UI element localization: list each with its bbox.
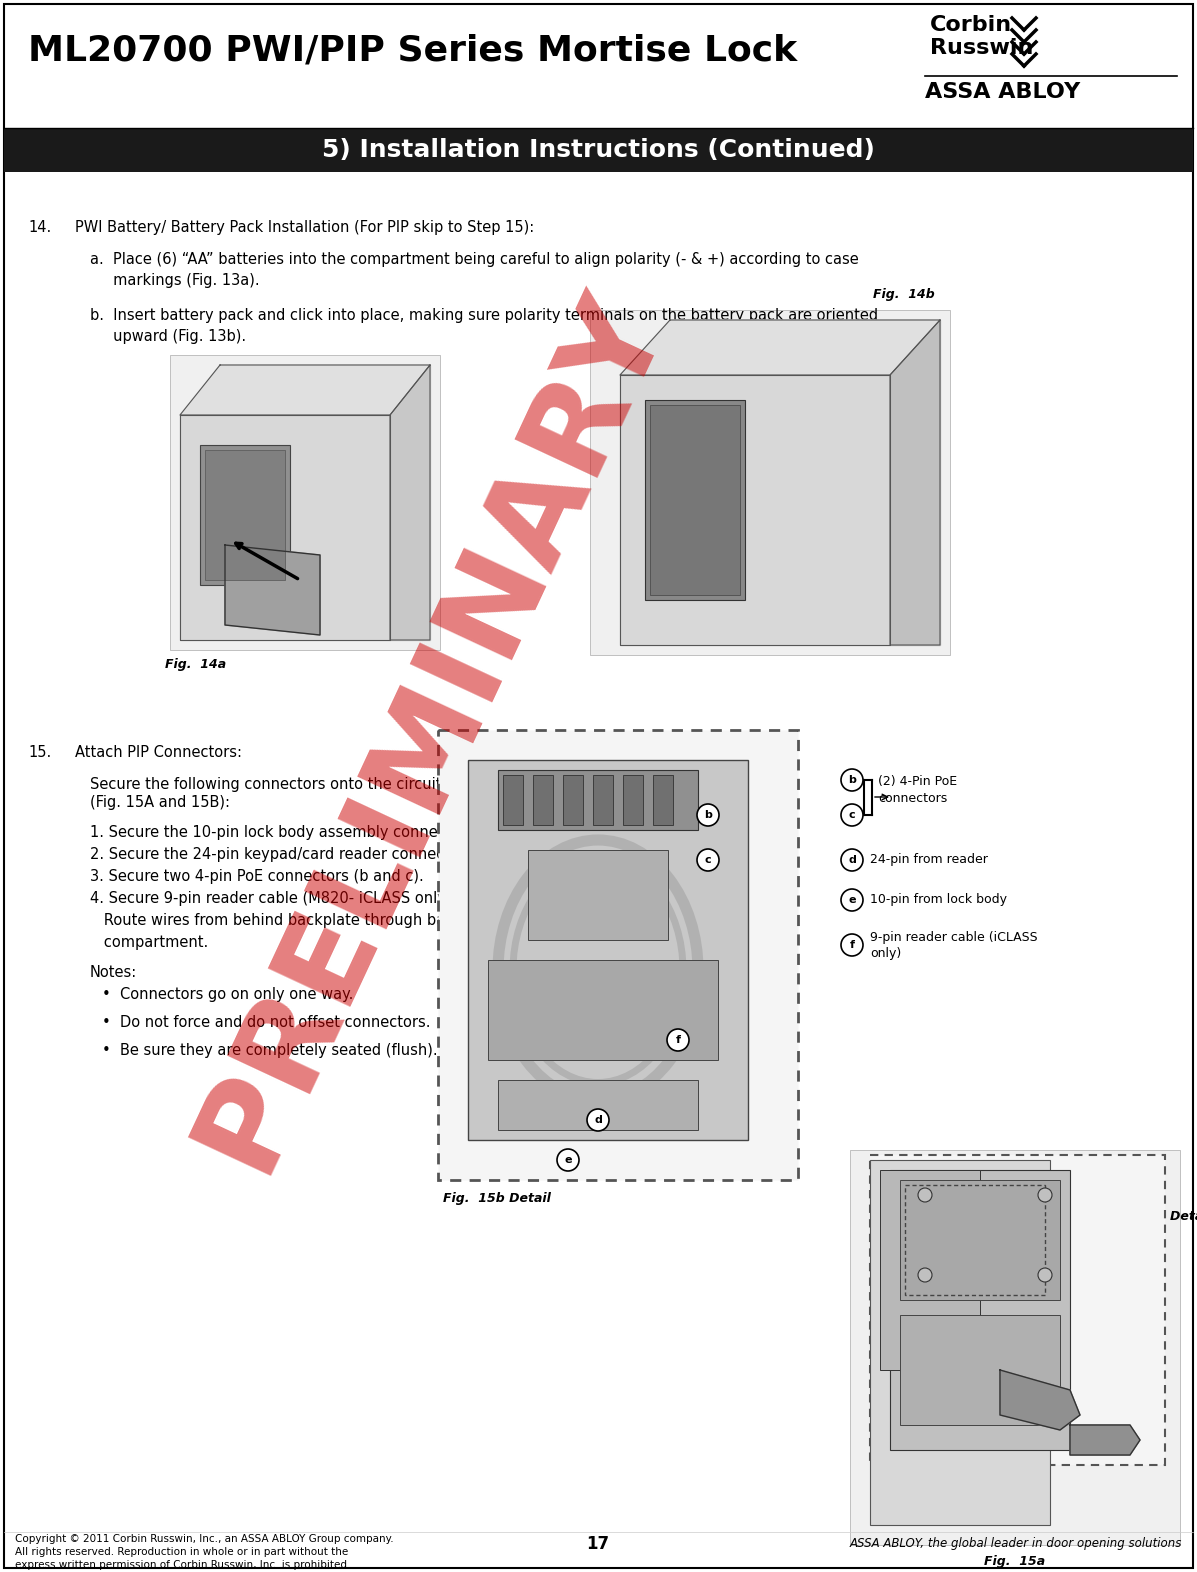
Text: Notes:: Notes:: [90, 965, 138, 979]
Text: 5) Installation Instructions (Continued): 5) Installation Instructions (Continued): [322, 138, 875, 162]
Bar: [533, 775, 553, 825]
Bar: [563, 775, 583, 825]
Ellipse shape: [1038, 1269, 1052, 1283]
Text: b: b: [847, 775, 856, 784]
Text: Attach PIP Connectors:: Attach PIP Connectors:: [75, 745, 242, 759]
Bar: [880, 1170, 980, 1371]
Bar: [438, 729, 798, 1181]
Bar: [503, 775, 523, 825]
Ellipse shape: [841, 803, 863, 825]
Bar: [905, 1185, 1045, 1295]
Bar: [488, 960, 718, 1060]
Text: ASSA ABLOY: ASSA ABLOY: [925, 82, 1080, 102]
Ellipse shape: [587, 1108, 609, 1130]
Text: Secure the following connectors onto the circuit board: Secure the following connectors onto the…: [90, 777, 488, 792]
Polygon shape: [180, 365, 430, 415]
Polygon shape: [1070, 1424, 1140, 1456]
Text: b.  Insert battery pack and click into place, making sure polarity terminals on : b. Insert battery pack and click into pl…: [90, 308, 879, 344]
Text: Detail 15B: Detail 15B: [1169, 1210, 1197, 1223]
Text: 24-pin from reader: 24-pin from reader: [870, 854, 988, 866]
Text: (2) 4-Pin PoE
connectors: (2) 4-Pin PoE connectors: [879, 775, 958, 805]
Ellipse shape: [841, 849, 863, 871]
Text: d: d: [594, 1115, 602, 1126]
Bar: [590, 310, 950, 656]
Text: 3. Secure two 4-pin PoE connectors (b and c).: 3. Secure two 4-pin PoE connectors (b an…: [90, 869, 424, 883]
Text: Fig.  14b: Fig. 14b: [874, 288, 935, 300]
Ellipse shape: [841, 934, 863, 956]
Text: b: b: [704, 810, 712, 821]
Ellipse shape: [841, 769, 863, 791]
Bar: [870, 1160, 1050, 1525]
Bar: [4, 127, 1193, 171]
Bar: [900, 1316, 1061, 1424]
Text: Route wires from behind backplate through battery: Route wires from behind backplate throug…: [90, 913, 480, 927]
Text: Fig.  15b Detail: Fig. 15b Detail: [443, 1192, 551, 1206]
Text: 10-pin from lock body: 10-pin from lock body: [870, 893, 1007, 907]
Text: 15.: 15.: [28, 745, 51, 759]
Bar: [650, 406, 740, 594]
Bar: [528, 850, 668, 940]
Text: 9-pin reader cable (iCLASS
only): 9-pin reader cable (iCLASS only): [870, 931, 1038, 959]
Text: c: c: [705, 855, 711, 865]
Text: e: e: [564, 1155, 572, 1165]
Bar: [891, 1170, 1070, 1449]
Bar: [468, 759, 748, 1140]
Bar: [200, 445, 290, 585]
Bar: [205, 450, 285, 580]
Text: a.  Place (6) “AA” batteries into the compartment being careful to align polarit: a. Place (6) “AA” batteries into the com…: [90, 252, 858, 288]
Ellipse shape: [667, 1030, 689, 1052]
Polygon shape: [180, 415, 390, 640]
Bar: [645, 399, 745, 601]
Text: PRELIMINARY: PRELIMINARY: [174, 274, 686, 1187]
Polygon shape: [390, 365, 430, 640]
Text: ASSA ABLOY, the global leader in door opening solutions: ASSA ABLOY, the global leader in door op…: [850, 1537, 1181, 1550]
Text: Corbin: Corbin: [930, 16, 1013, 35]
Bar: [622, 775, 643, 825]
Text: d: d: [847, 855, 856, 865]
Text: PWI Battery/ Battery Pack Installation (For PIP skip to Step 15):: PWI Battery/ Battery Pack Installation (…: [75, 220, 534, 234]
Ellipse shape: [697, 849, 719, 871]
Text: Fig.  14a: Fig. 14a: [165, 659, 226, 671]
Text: compartment.: compartment.: [90, 935, 208, 949]
Bar: [850, 1151, 1180, 1545]
Bar: [498, 1080, 698, 1130]
Ellipse shape: [841, 890, 863, 912]
Text: 17: 17: [587, 1534, 609, 1553]
Text: 4. Secure 9-pin reader cable (M820- iCLASS only).: 4. Secure 9-pin reader cable (M820- iCLA…: [90, 891, 456, 905]
Bar: [498, 770, 698, 830]
Bar: [900, 1181, 1061, 1300]
Text: Russwin: Russwin: [930, 38, 1033, 58]
Text: 1. Secure the 10-pin lock body assembly connector (e).: 1. Secure the 10-pin lock body assembly …: [90, 825, 497, 839]
Ellipse shape: [1038, 1188, 1052, 1203]
Bar: [170, 355, 440, 649]
Text: e: e: [849, 894, 856, 905]
Polygon shape: [225, 545, 320, 635]
Polygon shape: [891, 321, 940, 645]
Text: •  Be sure they are completely seated (flush).: • Be sure they are completely seated (fl…: [102, 1042, 438, 1058]
Text: (Fig. 15A and 15B):: (Fig. 15A and 15B):: [90, 795, 230, 810]
Ellipse shape: [918, 1188, 932, 1203]
Text: f: f: [850, 940, 855, 949]
Polygon shape: [999, 1371, 1080, 1431]
Text: Fig.  15a: Fig. 15a: [984, 1555, 1045, 1567]
Polygon shape: [620, 321, 940, 376]
Text: 2. Secure the 24-pin keypad/card reader connector (d).: 2. Secure the 24-pin keypad/card reader …: [90, 847, 496, 861]
Ellipse shape: [918, 1269, 932, 1283]
Text: ML20700 PWI/PIP Series Mortise Lock: ML20700 PWI/PIP Series Mortise Lock: [28, 33, 797, 68]
Text: 14.: 14.: [28, 220, 51, 234]
Bar: [870, 1155, 1165, 1465]
Bar: [593, 775, 613, 825]
Text: f: f: [675, 1034, 681, 1045]
Ellipse shape: [557, 1149, 579, 1171]
Text: •  Connectors go on only one way.: • Connectors go on only one way.: [102, 987, 353, 1001]
Text: Copyright © 2011 Corbin Russwin, Inc., an ASSA ABLOY Group company.
All rights r: Copyright © 2011 Corbin Russwin, Inc., a…: [16, 1534, 394, 1570]
Bar: [654, 775, 673, 825]
Polygon shape: [620, 376, 891, 645]
Text: c: c: [849, 810, 856, 821]
Ellipse shape: [697, 803, 719, 825]
Text: •  Do not force and do not offset connectors.: • Do not force and do not offset connect…: [102, 1016, 431, 1030]
